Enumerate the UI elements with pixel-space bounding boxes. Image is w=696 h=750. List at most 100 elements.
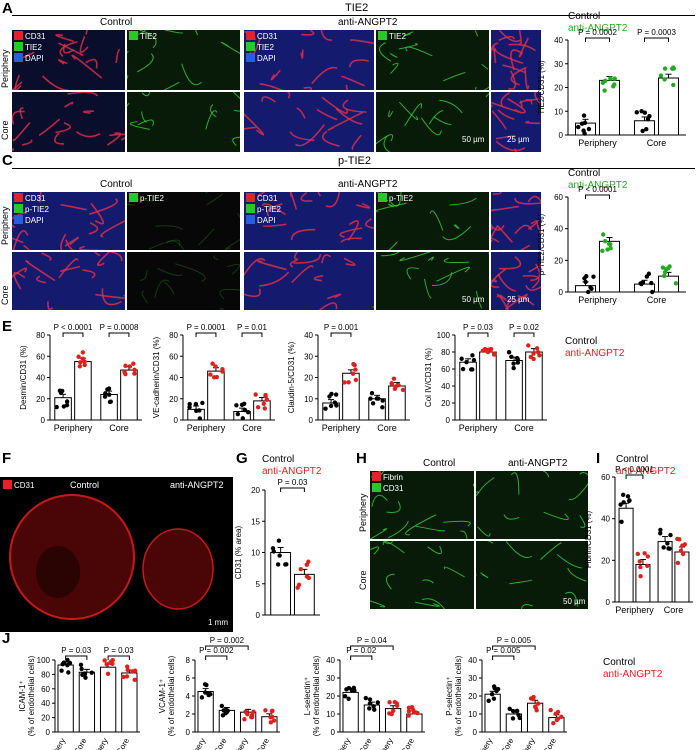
vessel-texture — [12, 92, 125, 152]
micrograph-a-ctrl-periphery-tie2 — [127, 30, 240, 90]
data-point — [581, 113, 587, 118]
data-point — [495, 686, 501, 692]
micrograph-a-inset-periphery — [491, 30, 541, 90]
vessel-texture — [476, 541, 587, 609]
y-tick-label: 10 — [251, 549, 260, 558]
chart-j4: 0 10 20 30 40 P-selectin⁺ (% of endothelial ce… — [445, 636, 567, 750]
data-point — [620, 492, 626, 498]
data-point — [353, 367, 358, 372]
bar — [525, 351, 543, 421]
y-tick-label: 0 — [309, 416, 314, 425]
cd31-swatch — [14, 31, 23, 40]
legend-b-control: Control — [568, 11, 601, 22]
y-tick-label: 0 — [446, 416, 451, 425]
y-axis-label: VCAM-1⁺ — [158, 679, 167, 713]
bar — [78, 671, 96, 733]
tie2-swatch — [14, 42, 23, 51]
data-point — [586, 126, 592, 132]
y-tick-label: 40 — [554, 36, 563, 45]
data-point — [582, 276, 587, 281]
data-point — [603, 78, 608, 84]
panel-a-merge-legend: CD31 TIE2 DAPI — [14, 31, 45, 64]
p-value-label: P = 0.002 — [210, 636, 245, 645]
vessel-texture — [257, 192, 374, 243]
x-tick-label: Core — [400, 736, 417, 750]
x-tick-label: Core — [212, 736, 229, 750]
panel-h-scale: 50 µm — [563, 597, 586, 606]
data-point — [363, 695, 369, 701]
y-tick-label: 40 — [441, 382, 450, 391]
tumor-sections-drawing — [9, 494, 214, 620]
data-point — [415, 710, 420, 716]
y-axis-label: (% of endothelial cells) — [454, 655, 463, 736]
x-tick-label: Core — [377, 423, 397, 433]
data-point — [283, 562, 288, 567]
y-tick-label: 0 — [331, 728, 336, 737]
y-tick-label: 60 — [601, 473, 610, 482]
legend-b: Control anti-ANGPT2 — [568, 11, 627, 35]
y-axis-label: ICAM-1⁺ — [18, 680, 27, 711]
y-tick-label: 0 — [559, 288, 564, 297]
data-point — [187, 401, 192, 407]
y-tick-label: 6 — [186, 674, 191, 683]
y-tick-label: 0 — [46, 728, 51, 737]
bar — [674, 551, 690, 603]
legend-d-control: Control — [568, 168, 601, 179]
chart-e2: 0 20 40 60 80 VE-cadherin/CD31 (%) Periphery Co… — [152, 323, 275, 433]
significance-bracket — [350, 645, 394, 650]
x-tick-label: Core — [357, 736, 374, 750]
y-tick-label: 20 — [601, 556, 610, 565]
y-tick-label: 40 — [326, 656, 335, 665]
panel-label-g: G — [236, 450, 248, 467]
data-point — [125, 667, 130, 673]
vessel-texture — [139, 255, 240, 310]
significance-bracket — [625, 474, 644, 479]
data-point — [583, 279, 588, 285]
data-point — [559, 714, 564, 719]
data-point — [644, 126, 649, 132]
data-point — [658, 73, 664, 78]
significance-bracket — [62, 332, 84, 337]
data-point — [271, 718, 277, 723]
data-point — [346, 696, 351, 701]
panel-c-merge-legend: CD31 p-TIE2 DAPI — [14, 193, 49, 226]
y-tick-label: 0 — [41, 416, 46, 425]
data-point — [103, 391, 108, 396]
bar — [99, 666, 117, 733]
y-tick-label: 30 — [468, 674, 477, 683]
data-point — [241, 401, 247, 407]
data-point — [251, 709, 256, 714]
data-point — [197, 408, 202, 413]
chart-d: 0 20 40 60 p-TIE2/CD31 (%) Periphery Core P < 0… — [537, 185, 686, 305]
vessel-texture — [127, 92, 240, 146]
data-point — [82, 671, 88, 677]
y-tick-label: 10 — [326, 710, 335, 719]
vessel-texture — [244, 252, 374, 310]
data-point — [411, 707, 416, 713]
y-tick-label: 20 — [441, 399, 450, 408]
significance-bracket — [585, 194, 610, 199]
significance-bracket — [492, 645, 536, 650]
data-point — [82, 362, 87, 368]
data-point — [514, 708, 520, 714]
data-point — [245, 409, 251, 415]
data-point — [380, 405, 385, 410]
data-point — [102, 394, 108, 399]
data-point — [666, 266, 671, 271]
vessel-texture — [12, 192, 125, 250]
data-point — [197, 416, 203, 421]
y-axis-label: (% of endothelial cells) — [167, 655, 176, 736]
data-point — [268, 720, 274, 725]
panel-f-control-label: Control — [70, 480, 100, 490]
y-tick-label: 30 — [554, 60, 563, 69]
data-point — [375, 700, 380, 705]
x-tick-label: Periphery — [578, 295, 617, 305]
y-axis-label: Desmin/CD31 (%) — [19, 345, 28, 410]
legend-d-treat: anti-ANGPT2 — [568, 180, 628, 191]
data-point — [102, 658, 107, 663]
y-tick-label: 0 — [473, 728, 478, 737]
y-axis-label: Fibrin/CD31 (%) — [584, 510, 593, 568]
p-value-label: P = 0.03 — [278, 478, 308, 487]
data-point — [588, 285, 593, 290]
panel-c-treat-single-legend: p-TIE2 — [378, 193, 413, 204]
